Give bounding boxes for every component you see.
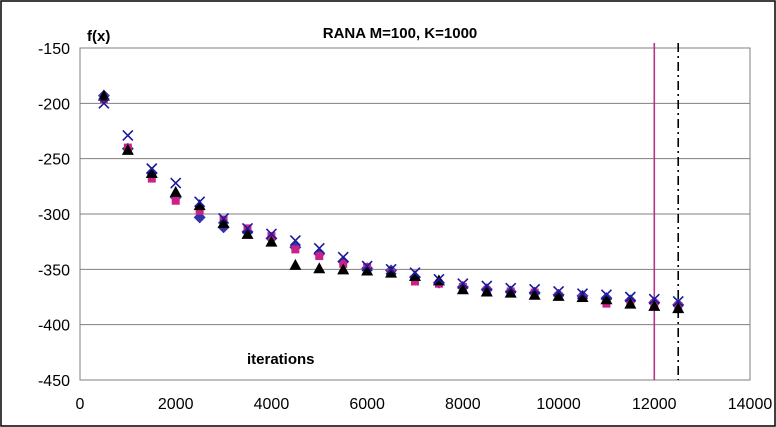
triangle-point-3 <box>169 185 182 197</box>
y-tick-labels: -150 -200 -250 -300 -350 -400 -450 <box>38 41 70 390</box>
square-point-3 <box>171 196 180 205</box>
triangle-point-5 <box>217 216 230 228</box>
triangle-point-8 <box>289 258 302 270</box>
cross-point-23 <box>648 293 660 305</box>
triangle-point-19 <box>552 289 565 301</box>
cross-point-24 <box>672 295 684 307</box>
cross-point-1 <box>122 129 134 141</box>
cross-point-8 <box>289 234 301 247</box>
x-tick-label-0: 0 <box>76 396 85 413</box>
triangle-point-21 <box>600 293 613 305</box>
cross-point-5 <box>218 212 230 224</box>
cross-point-14 <box>433 273 445 285</box>
square-point-13 <box>411 277 419 286</box>
cross-point-10 <box>337 251 349 263</box>
cross-point-4 <box>194 196 206 208</box>
triangle-point-7 <box>265 235 278 247</box>
triangle-point-17 <box>504 286 517 298</box>
cross-point-19 <box>553 285 565 298</box>
y-tick-label-6: -450 <box>38 373 70 390</box>
triangle-point-2 <box>145 167 158 179</box>
cross-point-17 <box>505 282 517 294</box>
cross-point-7 <box>265 228 277 240</box>
cross-point-9 <box>313 242 325 254</box>
chart-title: RANA M=100, K=1000 <box>323 25 478 42</box>
triangle-point-13 <box>409 269 421 281</box>
cross-point-3 <box>170 177 182 189</box>
x-axis-label: iterations <box>247 351 315 368</box>
y-tick-label-0: -150 <box>38 41 70 58</box>
y-tick-label-4: -350 <box>38 262 70 279</box>
x-tick-label-4: 8000 <box>445 396 481 413</box>
cross-point-6 <box>241 222 254 234</box>
triangle-point-20 <box>576 291 589 302</box>
x-tick-labels: 0 2000 4000 6000 8000 10000 12000 14000 <box>76 396 773 413</box>
triangle-point-23 <box>648 299 661 311</box>
cross-point-13 <box>409 267 421 279</box>
x-tick-label-5: 10000 <box>536 396 581 413</box>
cross-point-22 <box>624 291 636 303</box>
triangle-point-24 <box>672 302 685 314</box>
triangle-point-6 <box>241 227 254 239</box>
triangle-point-22 <box>624 297 637 309</box>
triangle-point-15 <box>456 283 469 295</box>
y-axis-label: f(x) <box>87 28 110 45</box>
cross-point-20 <box>576 288 589 300</box>
x-tick-label-6: 12000 <box>632 396 677 413</box>
triangle-point-10 <box>337 263 350 275</box>
cross-point-15 <box>457 278 469 290</box>
y-tick-label-5: -400 <box>38 318 70 335</box>
y-tick-label-3: -300 <box>38 207 70 224</box>
x-tick-label-7: 14000 <box>728 396 773 413</box>
cross-point-16 <box>481 280 493 292</box>
square-point-4 <box>195 206 204 215</box>
y-tick-label-1: -200 <box>38 96 70 113</box>
cross-point-11 <box>361 260 373 272</box>
triangle-point-0 <box>97 89 110 101</box>
triangle-point-1 <box>121 143 134 155</box>
cross-point-21 <box>600 289 612 301</box>
y-tick-label-2: -250 <box>38 152 70 169</box>
cross-point-18 <box>529 283 541 295</box>
cross-point-2 <box>146 163 158 175</box>
triangle-point-16 <box>480 285 493 297</box>
triangle-point-12 <box>385 266 398 278</box>
triangle-point-11 <box>361 264 374 276</box>
reference-lines <box>653 43 680 380</box>
square-point-2 <box>147 174 156 183</box>
x-tick-label-2: 4000 <box>254 396 290 413</box>
triangle-point-18 <box>528 288 541 300</box>
plot-area <box>79 47 751 381</box>
square-point-9 <box>315 252 324 261</box>
cross-point-0 <box>98 97 110 109</box>
triangle-point-9 <box>313 262 326 274</box>
x-tick-label-3: 6000 <box>349 396 385 413</box>
cross-point-12 <box>385 263 397 275</box>
triangle-point-4 <box>193 199 206 211</box>
gridlines <box>80 102 750 326</box>
square-point-8 <box>291 245 300 254</box>
data-points <box>97 89 685 314</box>
x-tick-label-1: 2000 <box>158 396 194 413</box>
